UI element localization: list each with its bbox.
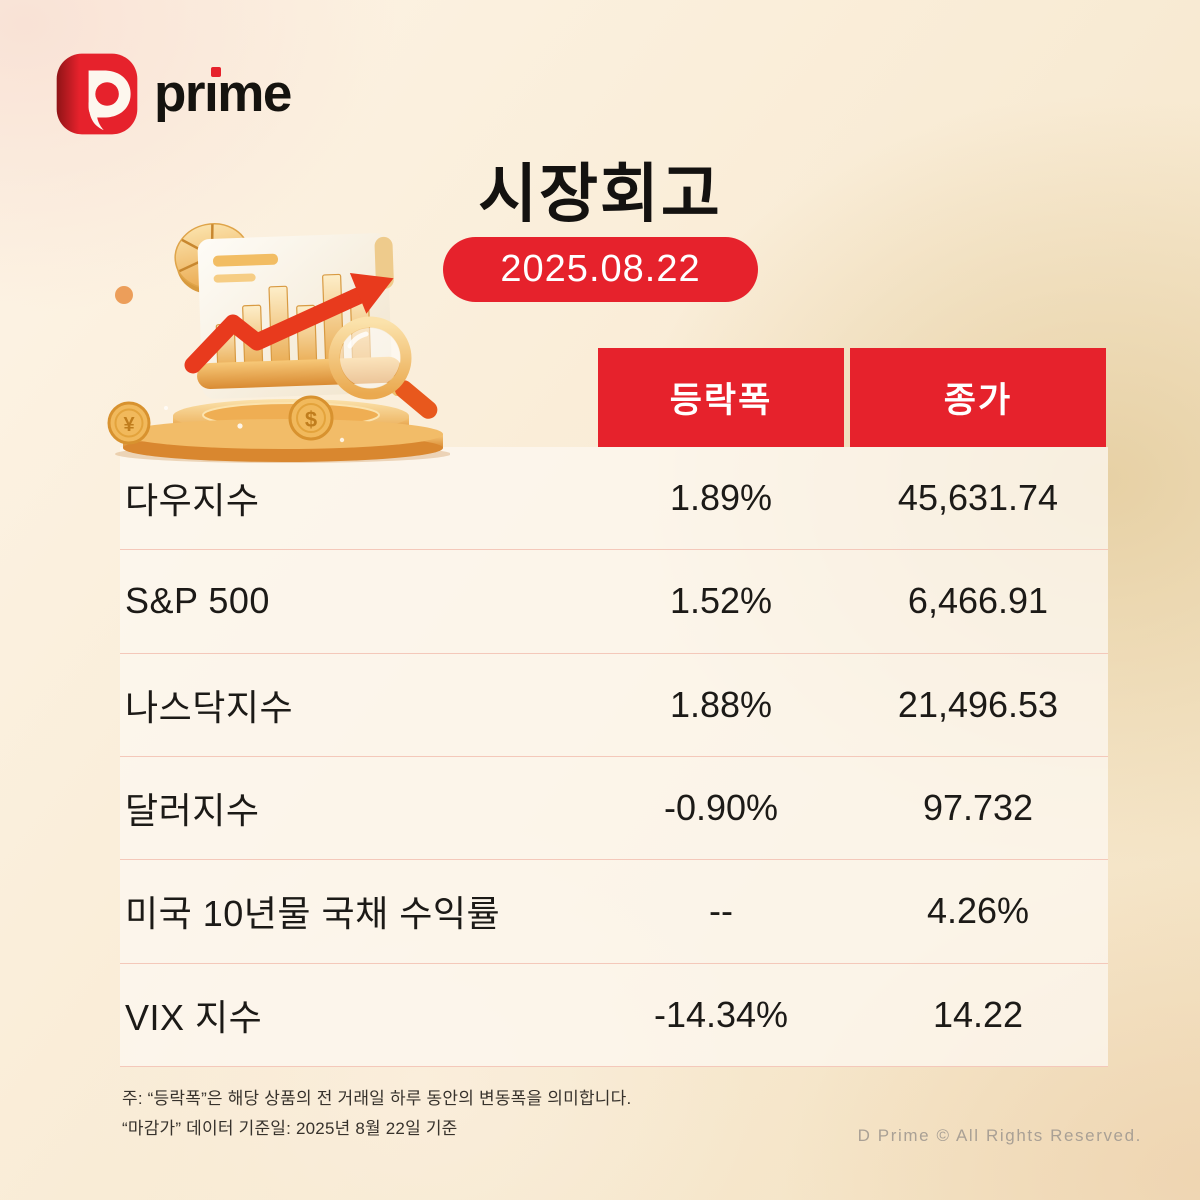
wordmark-i: ı	[204, 64, 219, 123]
yuan-coin-icon: ¥	[107, 401, 151, 445]
date-badge-text: 2025.08.22	[500, 248, 701, 290]
magnifier-icon	[328, 316, 438, 419]
footnote-2: “마감가” 데이터 기준일: 2025년 8월 22일 기준	[122, 1119, 458, 1138]
row-label: 미국 10년물 국채 수익률	[125, 893, 501, 935]
table-row: 달러지수 -0.90% 97.732	[120, 757, 1108, 861]
svg-text:$: $	[305, 407, 317, 432]
row-close-value: 45,631.74	[897, 477, 1059, 519]
market-table: 다우지수 1.89% 45,631.74 S&P 500 1.52% 6,466…	[120, 447, 1108, 1067]
column-header-close: 종가	[850, 348, 1106, 447]
copyright: D Prime © All Rights Reserved.	[857, 1126, 1142, 1145]
dprime-logo-icon	[56, 53, 138, 135]
date-badge: 2025.08.22	[443, 237, 758, 302]
brand-wordmark: prıme	[154, 52, 292, 136]
row-change-value: --	[709, 890, 733, 932]
column-header-change-label: 등락폭	[669, 381, 773, 420]
column-header-close-label: 종가	[943, 381, 1013, 420]
wordmark-post: me	[217, 64, 292, 123]
floating-dot-icon	[115, 286, 133, 304]
rising-arrow-icon	[184, 273, 394, 374]
row-change-value: -14.34%	[653, 993, 789, 1035]
table-row: VIX 지수 -14.34% 14.22	[120, 964, 1108, 1067]
svg-text:¥: ¥	[123, 414, 135, 436]
row-close-value: 14.22	[932, 993, 1024, 1035]
column-header-change: 등락폭	[598, 348, 844, 447]
row-label: 다우지수	[125, 480, 260, 522]
row-change-value: -0.90%	[663, 787, 779, 829]
row-close-value: 21,496.53	[897, 683, 1059, 725]
table-row: 다우지수 1.89% 45,631.74	[120, 447, 1108, 551]
market-illustration: ¥ $	[100, 218, 450, 464]
row-label: 나스닥지수	[125, 686, 294, 728]
row-close-value: 4.26%	[926, 890, 1030, 932]
row-label: VIX 지수	[125, 996, 263, 1038]
page-title: 시장회고	[478, 158, 722, 230]
podium-icon	[115, 399, 450, 463]
row-change-value: 1.89%	[669, 477, 773, 519]
footnote-1: 주: “등락폭”은 해당 상품의 전 거래일 하루 동안의 변동폭을 의미합니다…	[122, 1089, 632, 1108]
row-label: S&P 500	[125, 580, 270, 622]
table-row: 미국 10년물 국채 수익률 -- 4.26%	[120, 860, 1108, 964]
row-change-value: 1.88%	[669, 683, 773, 725]
dollar-coin-icon: $	[288, 395, 334, 441]
table-row: S&P 500 1.52% 6,466.91	[120, 550, 1108, 654]
row-close-value: 6,466.91	[907, 580, 1049, 622]
row-change-value: 1.52%	[669, 580, 773, 622]
wordmark-pre: pr	[154, 64, 206, 123]
table-row: 나스닥지수 1.88% 21,496.53	[120, 654, 1108, 757]
brand-logo: prıme	[55, 52, 292, 136]
row-close-value: 97.732	[922, 787, 1034, 829]
i-dot-icon	[211, 67, 221, 77]
row-label: 달러지수	[125, 790, 260, 832]
